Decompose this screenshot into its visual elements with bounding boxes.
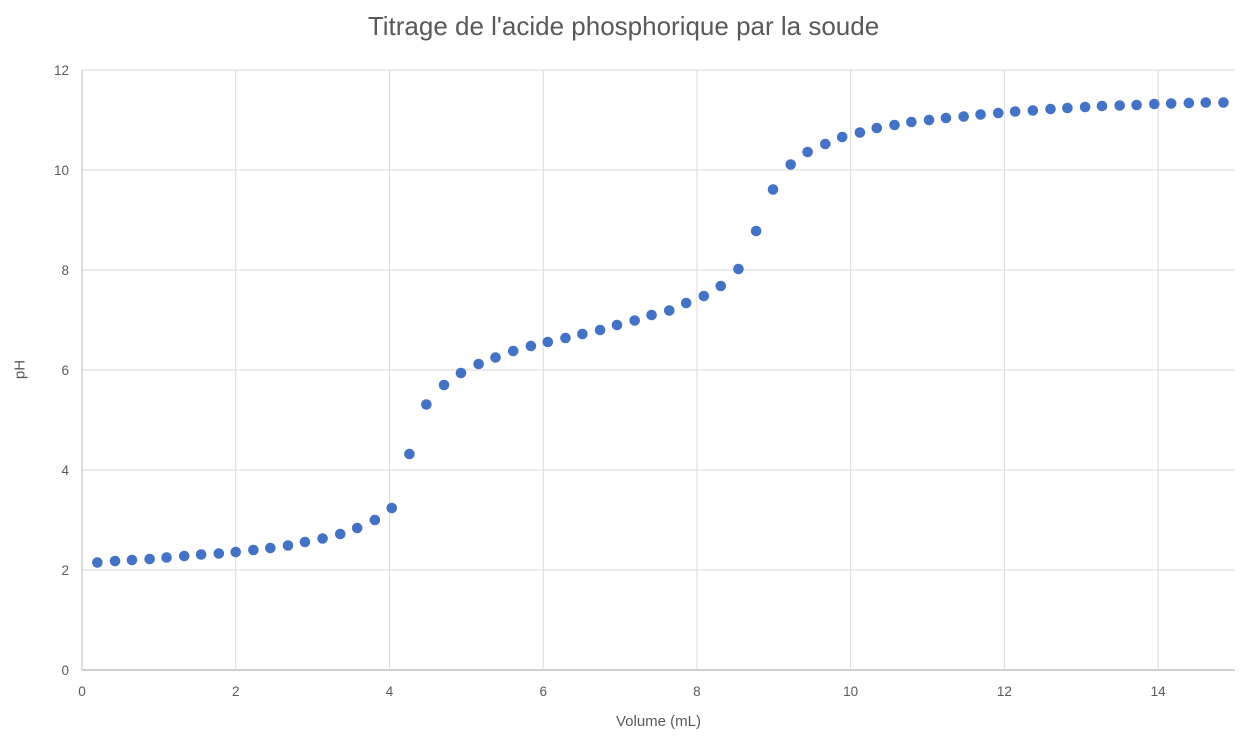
data-point: [802, 146, 813, 158]
data-point: [317, 533, 328, 544]
data-point: [404, 448, 415, 460]
y-tick-label: 12: [54, 63, 69, 78]
y-tick-label: 2: [61, 563, 69, 578]
data-point: [836, 131, 848, 143]
data-point: [594, 324, 606, 336]
data-point: [940, 112, 952, 124]
y-axis-title: pH: [11, 359, 29, 380]
data-point: [923, 114, 935, 126]
data-point: [992, 107, 1004, 119]
data-point: [178, 550, 190, 562]
data-point: [958, 111, 969, 122]
y-tick-label: 10: [54, 163, 69, 178]
x-axis-title: Volume (mL): [615, 713, 702, 730]
data-point: [871, 122, 883, 134]
x-tick-label: 4: [386, 684, 394, 699]
x-tick-label: 10: [843, 684, 858, 699]
data-point: [1062, 102, 1073, 114]
data-point: [698, 290, 710, 302]
data-point: [1218, 97, 1229, 108]
data-point: [109, 555, 121, 567]
data-point: [1045, 103, 1056, 115]
data-point: [1148, 98, 1160, 110]
data-point: [351, 522, 363, 534]
data-point: [1009, 106, 1021, 117]
data-point: [611, 319, 623, 331]
data-point: [525, 340, 537, 352]
data-point: [248, 544, 259, 556]
data-point: [854, 127, 866, 138]
data-point: [1027, 105, 1039, 116]
x-tick-label: 2: [232, 684, 240, 699]
data-point: [767, 184, 779, 195]
data-point: [577, 328, 588, 340]
data-point: [473, 358, 484, 370]
data-point: [334, 528, 346, 540]
data-point: [906, 116, 917, 128]
chart-title: Titrage de l'acide phosphorique par la s…: [367, 11, 880, 41]
y-tick-label: 6: [61, 363, 69, 378]
data-point: [629, 315, 640, 326]
data-point: [889, 119, 900, 131]
data-point: [975, 109, 986, 120]
data-point: [421, 399, 432, 410]
data-point: [1096, 100, 1108, 112]
data-point: [820, 138, 831, 150]
y-tick-label: 4: [61, 463, 69, 478]
data-point: [195, 549, 207, 560]
data-point: [733, 263, 744, 275]
data-point: [144, 553, 155, 565]
data-point: [299, 536, 311, 548]
data-point: [1200, 97, 1212, 108]
data-point: [1079, 101, 1091, 113]
data-point: [265, 542, 276, 554]
data-point: [1131, 99, 1142, 111]
data-point: [438, 379, 450, 391]
data-point: [386, 502, 398, 514]
data-point: [126, 554, 138, 566]
data-point: [230, 546, 242, 558]
x-tick-label: 8: [693, 684, 701, 699]
data-point: [542, 336, 554, 348]
data-point: [646, 309, 657, 321]
data-point: [1114, 100, 1125, 111]
data-point: [1183, 97, 1195, 109]
data-point: [1165, 98, 1177, 109]
x-tick-label: 0: [78, 684, 86, 699]
data-point: [161, 552, 172, 563]
data-point: [560, 332, 571, 344]
data-point: [785, 159, 797, 170]
data-point: [369, 514, 381, 526]
y-tick-label: 0: [61, 663, 69, 678]
data-point: [507, 345, 519, 357]
data-point: [92, 557, 103, 568]
data-point: [663, 305, 675, 316]
x-tick-label: 12: [997, 684, 1012, 699]
x-tick-label: 6: [539, 684, 547, 699]
data-point: [715, 280, 727, 292]
data-point: [213, 548, 225, 559]
data-point: [282, 540, 294, 551]
x-tick-label: 14: [1151, 684, 1167, 699]
data-point: [490, 352, 501, 363]
data-point: [455, 367, 467, 379]
y-tick-label: 8: [61, 263, 69, 278]
data-point: [750, 225, 762, 237]
data-point: [680, 297, 692, 309]
